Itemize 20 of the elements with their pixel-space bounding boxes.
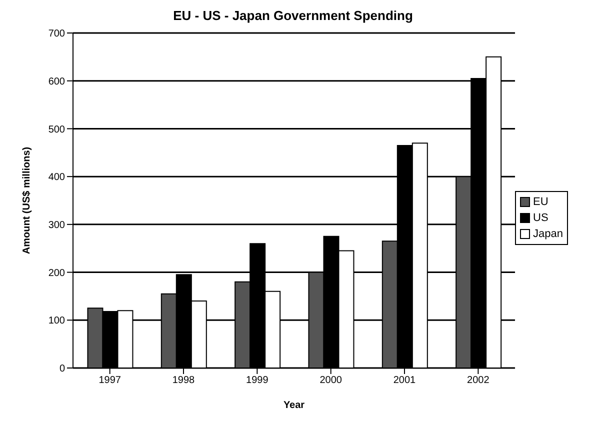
chart-title: EU - US - Japan Government Spending [172,8,414,23]
x-tick-label: 1999 [246,375,269,386]
y-tick-label: 200 [48,268,66,279]
legend-label: Japan [533,227,563,242]
y-tick-label: 400 [48,172,66,184]
x-tick-label: 2000 [320,375,342,386]
y-tick-label: 100 [48,316,66,327]
y-tick-label: 300 [48,220,66,231]
y-tick-label: 700 [48,28,66,40]
x-tick-label: 1998 [172,375,196,386]
legend-label: US [533,211,548,226]
y-axis-title: Amount (US$ millions) [22,146,33,254]
y-tick-label: 500 [48,124,66,136]
y-tick-label: 600 [48,76,66,88]
x-tick-label: 2002 [467,375,490,386]
legend-label: EU [533,195,548,210]
x-axis-title: Year [283,400,305,411]
y-tick-label: 0 [59,364,66,375]
x-tick-label: 1997 [98,375,122,386]
x-tick-label: 2001 [393,375,416,386]
